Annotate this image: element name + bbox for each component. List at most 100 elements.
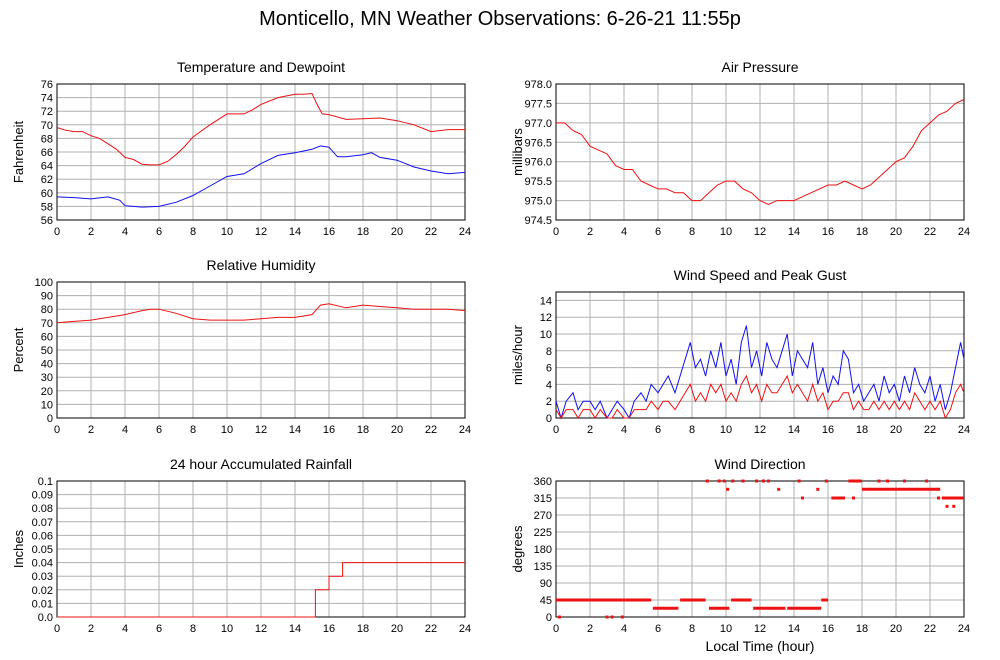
y-tick-label: 4 [546, 379, 552, 391]
y-tick-label: 70 [41, 318, 53, 330]
x-tick-label: 6 [655, 623, 661, 635]
x-tick-label: 10 [720, 424, 732, 436]
scatter-point [717, 479, 721, 483]
y-tick-label: 0.05 [32, 544, 53, 556]
x-tick-label: 4 [122, 226, 128, 238]
x-tick-label: 20 [890, 226, 902, 238]
y-tick-label: 0.08 [32, 503, 53, 515]
y-tick-label: 74 [41, 93, 53, 105]
y-tick-label: 66 [41, 147, 53, 159]
x-tick-label: 20 [890, 623, 902, 635]
y-tick-label: 974.5 [524, 215, 552, 227]
plot-frame [555, 480, 965, 618]
y-tick-label: 0.1 [38, 476, 53, 488]
x-tick-label: 24 [459, 226, 471, 238]
y-tick-label: 62 [41, 174, 53, 186]
x-tick-label: 2 [88, 424, 94, 436]
y-tick-label: 2 [546, 396, 552, 408]
y-tick-label: 225 [534, 527, 552, 539]
y-tick-label: 58 [41, 201, 53, 213]
x-tick-label: 16 [323, 226, 335, 238]
y-tick-label: 0.04 [32, 558, 53, 570]
x-tick-label: 2 [587, 623, 593, 635]
scatter-point [761, 479, 765, 483]
x-tick-label: 4 [621, 623, 627, 635]
x-tick-label: 24 [459, 623, 471, 635]
y-axis-label: Fahrenheit [11, 121, 26, 184]
x-tick-label: 2 [88, 226, 94, 238]
y-tick-label: 14 [540, 295, 552, 307]
x-tick-label: 2 [88, 623, 94, 635]
x-tick-label: 6 [655, 424, 661, 436]
y-tick-label: 20 [41, 386, 53, 398]
series-line-1 [555, 374, 965, 420]
y-tick-label: 60 [41, 331, 53, 343]
x-tick-label: 0 [54, 623, 60, 635]
scatter-point [816, 487, 820, 491]
y-tick-label: 90 [540, 578, 552, 590]
y-tick-label: 270 [534, 510, 552, 522]
x-tick-label: 16 [323, 623, 335, 635]
y-tick-label: 977.5 [524, 98, 552, 110]
x-tick-label: 8 [689, 424, 695, 436]
panel-title: Temperature and Dewpoint [177, 59, 345, 75]
y-tick-label: 0 [47, 413, 53, 425]
plot-frame [555, 291, 965, 419]
y-tick-label: 0 [546, 612, 552, 624]
x-tick-label: 10 [221, 424, 233, 436]
scatter-point [767, 479, 770, 483]
x-tick-label: 0 [54, 226, 60, 238]
scatter-point [705, 479, 709, 483]
y-tick-label: 64 [41, 161, 53, 173]
x-tick-label: 8 [190, 424, 196, 436]
x-tick-label: 22 [425, 424, 437, 436]
y-tick-label: 80 [41, 304, 53, 316]
x-tick-label: 0 [54, 424, 60, 436]
x-tick-label: 22 [924, 424, 936, 436]
x-tick-label: 16 [323, 424, 335, 436]
x-tick-label: 8 [689, 226, 695, 238]
x-tick-label: 4 [122, 424, 128, 436]
y-tick-label: 180 [534, 544, 552, 556]
y-tick-label: 72 [41, 106, 53, 118]
x-tick-label: 16 [822, 623, 834, 635]
scatter-point [852, 496, 855, 500]
y-tick-label: 50 [41, 345, 53, 357]
x-tick-label: 12 [255, 226, 267, 238]
x-tick-label: 2 [587, 226, 593, 238]
x-tick-label: 10 [720, 226, 732, 238]
x-tick-label: 0 [553, 623, 559, 635]
x-tick-label: 10 [720, 623, 732, 635]
x-tick-label: 18 [357, 226, 369, 238]
scatter-point [886, 479, 889, 483]
scatter-point [824, 479, 828, 483]
x-tick-label: 8 [190, 226, 196, 238]
x-tick-label: 12 [754, 424, 766, 436]
y-tick-label: 0.01 [32, 598, 53, 610]
scatter-point [610, 615, 614, 619]
x-tick-label: 20 [391, 623, 403, 635]
panel-title: 24 hour Accumulated Rainfall [170, 456, 352, 472]
y-tick-label: 70 [41, 120, 53, 132]
x-tick-label: 22 [924, 226, 936, 238]
y-tick-label: 60 [41, 188, 53, 200]
scatter-point [797, 479, 801, 483]
x-tick-label: 24 [958, 623, 970, 635]
x-tick-label: 14 [289, 623, 301, 635]
x-tick-label: 16 [822, 424, 834, 436]
x-tick-label: 4 [122, 623, 128, 635]
y-tick-label: 0.0 [38, 612, 53, 624]
y-tick-label: 6 [546, 363, 552, 375]
y-tick-label: 0.07 [32, 517, 53, 529]
x-tick-label: 8 [689, 623, 695, 635]
y-tick-label: 0 [546, 413, 552, 425]
x-tick-label: 4 [621, 226, 627, 238]
y-tick-label: 978.0 [524, 79, 552, 91]
x-tick-label: 18 [856, 623, 868, 635]
y-tick-label: 0.09 [32, 490, 53, 502]
x-tick-label: 6 [156, 623, 162, 635]
y-tick-label: 68 [41, 133, 53, 145]
y-tick-label: 360 [534, 476, 552, 488]
